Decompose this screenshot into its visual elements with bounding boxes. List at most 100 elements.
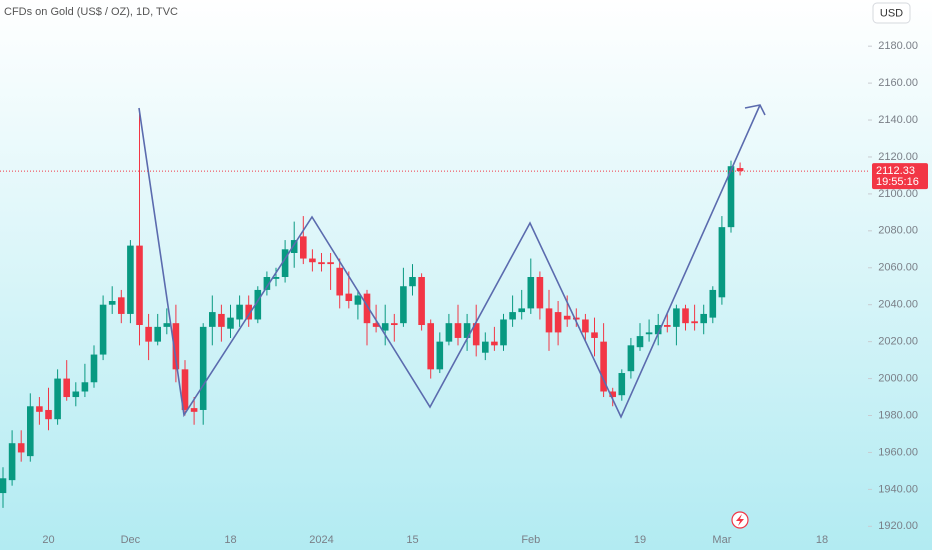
candle-body — [591, 332, 598, 338]
candle-body — [509, 312, 516, 320]
candle-body — [327, 262, 334, 265]
candle-body — [36, 406, 43, 412]
candle-body — [136, 245, 143, 326]
y-tick-label: 2100.00 — [878, 188, 918, 200]
candle-body — [454, 323, 462, 338]
y-tick-label: 2000.00 — [878, 372, 918, 384]
candle-body — [0, 478, 7, 494]
candle-body — [345, 293, 353, 302]
candle-body — [627, 345, 635, 372]
candle-body — [354, 295, 362, 305]
candle-body — [554, 312, 562, 333]
y-tick-label: 2020.00 — [878, 336, 918, 348]
candle-body — [245, 304, 252, 320]
candle-body — [727, 166, 735, 228]
plot — [0, 108, 744, 508]
candle-body — [236, 304, 243, 320]
candle-body — [609, 391, 616, 398]
candle-body — [45, 409, 52, 420]
candle-body — [400, 286, 407, 324]
candle-body — [63, 378, 70, 398]
candle-body — [118, 297, 125, 314]
candle-body — [181, 369, 189, 410]
candle-body — [218, 313, 225, 327]
candle-body — [145, 326, 152, 342]
candle-body — [272, 277, 280, 279]
candle-body — [518, 308, 525, 313]
candle-body — [254, 289, 262, 320]
candle-body — [491, 341, 498, 346]
x-tick-label: 20 — [42, 534, 54, 546]
candle-body — [673, 308, 680, 327]
candle-body — [108, 301, 116, 305]
candle-body — [618, 373, 626, 396]
candle-body — [281, 249, 289, 278]
candle-body — [436, 341, 444, 370]
y-tick-label: 2120.00 — [878, 151, 918, 163]
last-price-label: 2112.33 — [876, 165, 915, 177]
candle-body — [391, 323, 398, 326]
candle-body — [336, 267, 343, 296]
candle-body — [545, 308, 553, 333]
y-tick-label: 2160.00 — [878, 77, 918, 89]
countdown-label: 19:55:16 — [876, 176, 919, 188]
candle-body — [199, 326, 207, 410]
candle-body — [309, 258, 316, 263]
x-tick-label: Mar — [712, 534, 731, 546]
candle-body — [127, 245, 134, 314]
pattern-drawing — [138, 104, 761, 419]
candle-body — [209, 312, 216, 327]
chart-title: CFDs on Gold (US$ / OZ), 1D, TVC — [4, 6, 178, 18]
candle-body — [427, 323, 434, 370]
candle-body — [190, 408, 198, 412]
candle-body — [600, 341, 607, 392]
candle-body — [709, 289, 717, 318]
candle-body — [99, 304, 107, 355]
candle-body — [8, 443, 16, 481]
candle-body — [582, 319, 589, 333]
candle-body — [691, 321, 698, 324]
candle-body — [154, 326, 161, 342]
candle-body — [72, 391, 80, 398]
candle-body — [372, 323, 380, 327]
candle-body — [482, 341, 489, 353]
currency-button[interactable] — [872, 2, 911, 24]
lightning — [736, 514, 744, 526]
candle-body — [500, 319, 507, 346]
candle-body — [17, 443, 25, 453]
candle-body — [27, 406, 34, 457]
y-tick-label: 2140.00 — [878, 114, 918, 126]
candle-body — [54, 378, 61, 420]
y-tick-label: 2040.00 — [878, 299, 918, 311]
candle-body — [736, 168, 744, 172]
candle-body — [700, 313, 707, 324]
x-tick-label: 18 — [224, 534, 236, 546]
candle-body — [227, 317, 234, 329]
candle-body — [172, 323, 180, 370]
y-tick-label: 1920.00 — [878, 520, 918, 532]
x-tick-label: 15 — [406, 534, 418, 546]
candle-body — [300, 236, 307, 259]
y-tick-label: 2180.00 — [878, 40, 918, 52]
x-tick-label: 2024 — [309, 534, 333, 546]
candle-body — [563, 315, 571, 320]
y-tick-label: 2080.00 — [878, 225, 918, 237]
candle-body — [163, 323, 171, 327]
y-tick-label: 1980.00 — [878, 409, 918, 421]
candle-body — [418, 277, 425, 326]
candle-body — [381, 323, 389, 331]
candle-body — [409, 277, 416, 287]
candle-body — [363, 293, 371, 324]
currency-label: USD — [880, 7, 903, 19]
y-tick-label: 1960.00 — [878, 446, 918, 458]
candle-body — [318, 262, 325, 265]
candle-body — [463, 323, 471, 338]
arrow-head — [744, 104, 766, 116]
candle-body — [645, 332, 653, 335]
candle-body — [263, 277, 271, 290]
candle-body — [472, 323, 480, 346]
candle-body — [536, 277, 544, 309]
x-tick-label: 18 — [816, 534, 828, 546]
